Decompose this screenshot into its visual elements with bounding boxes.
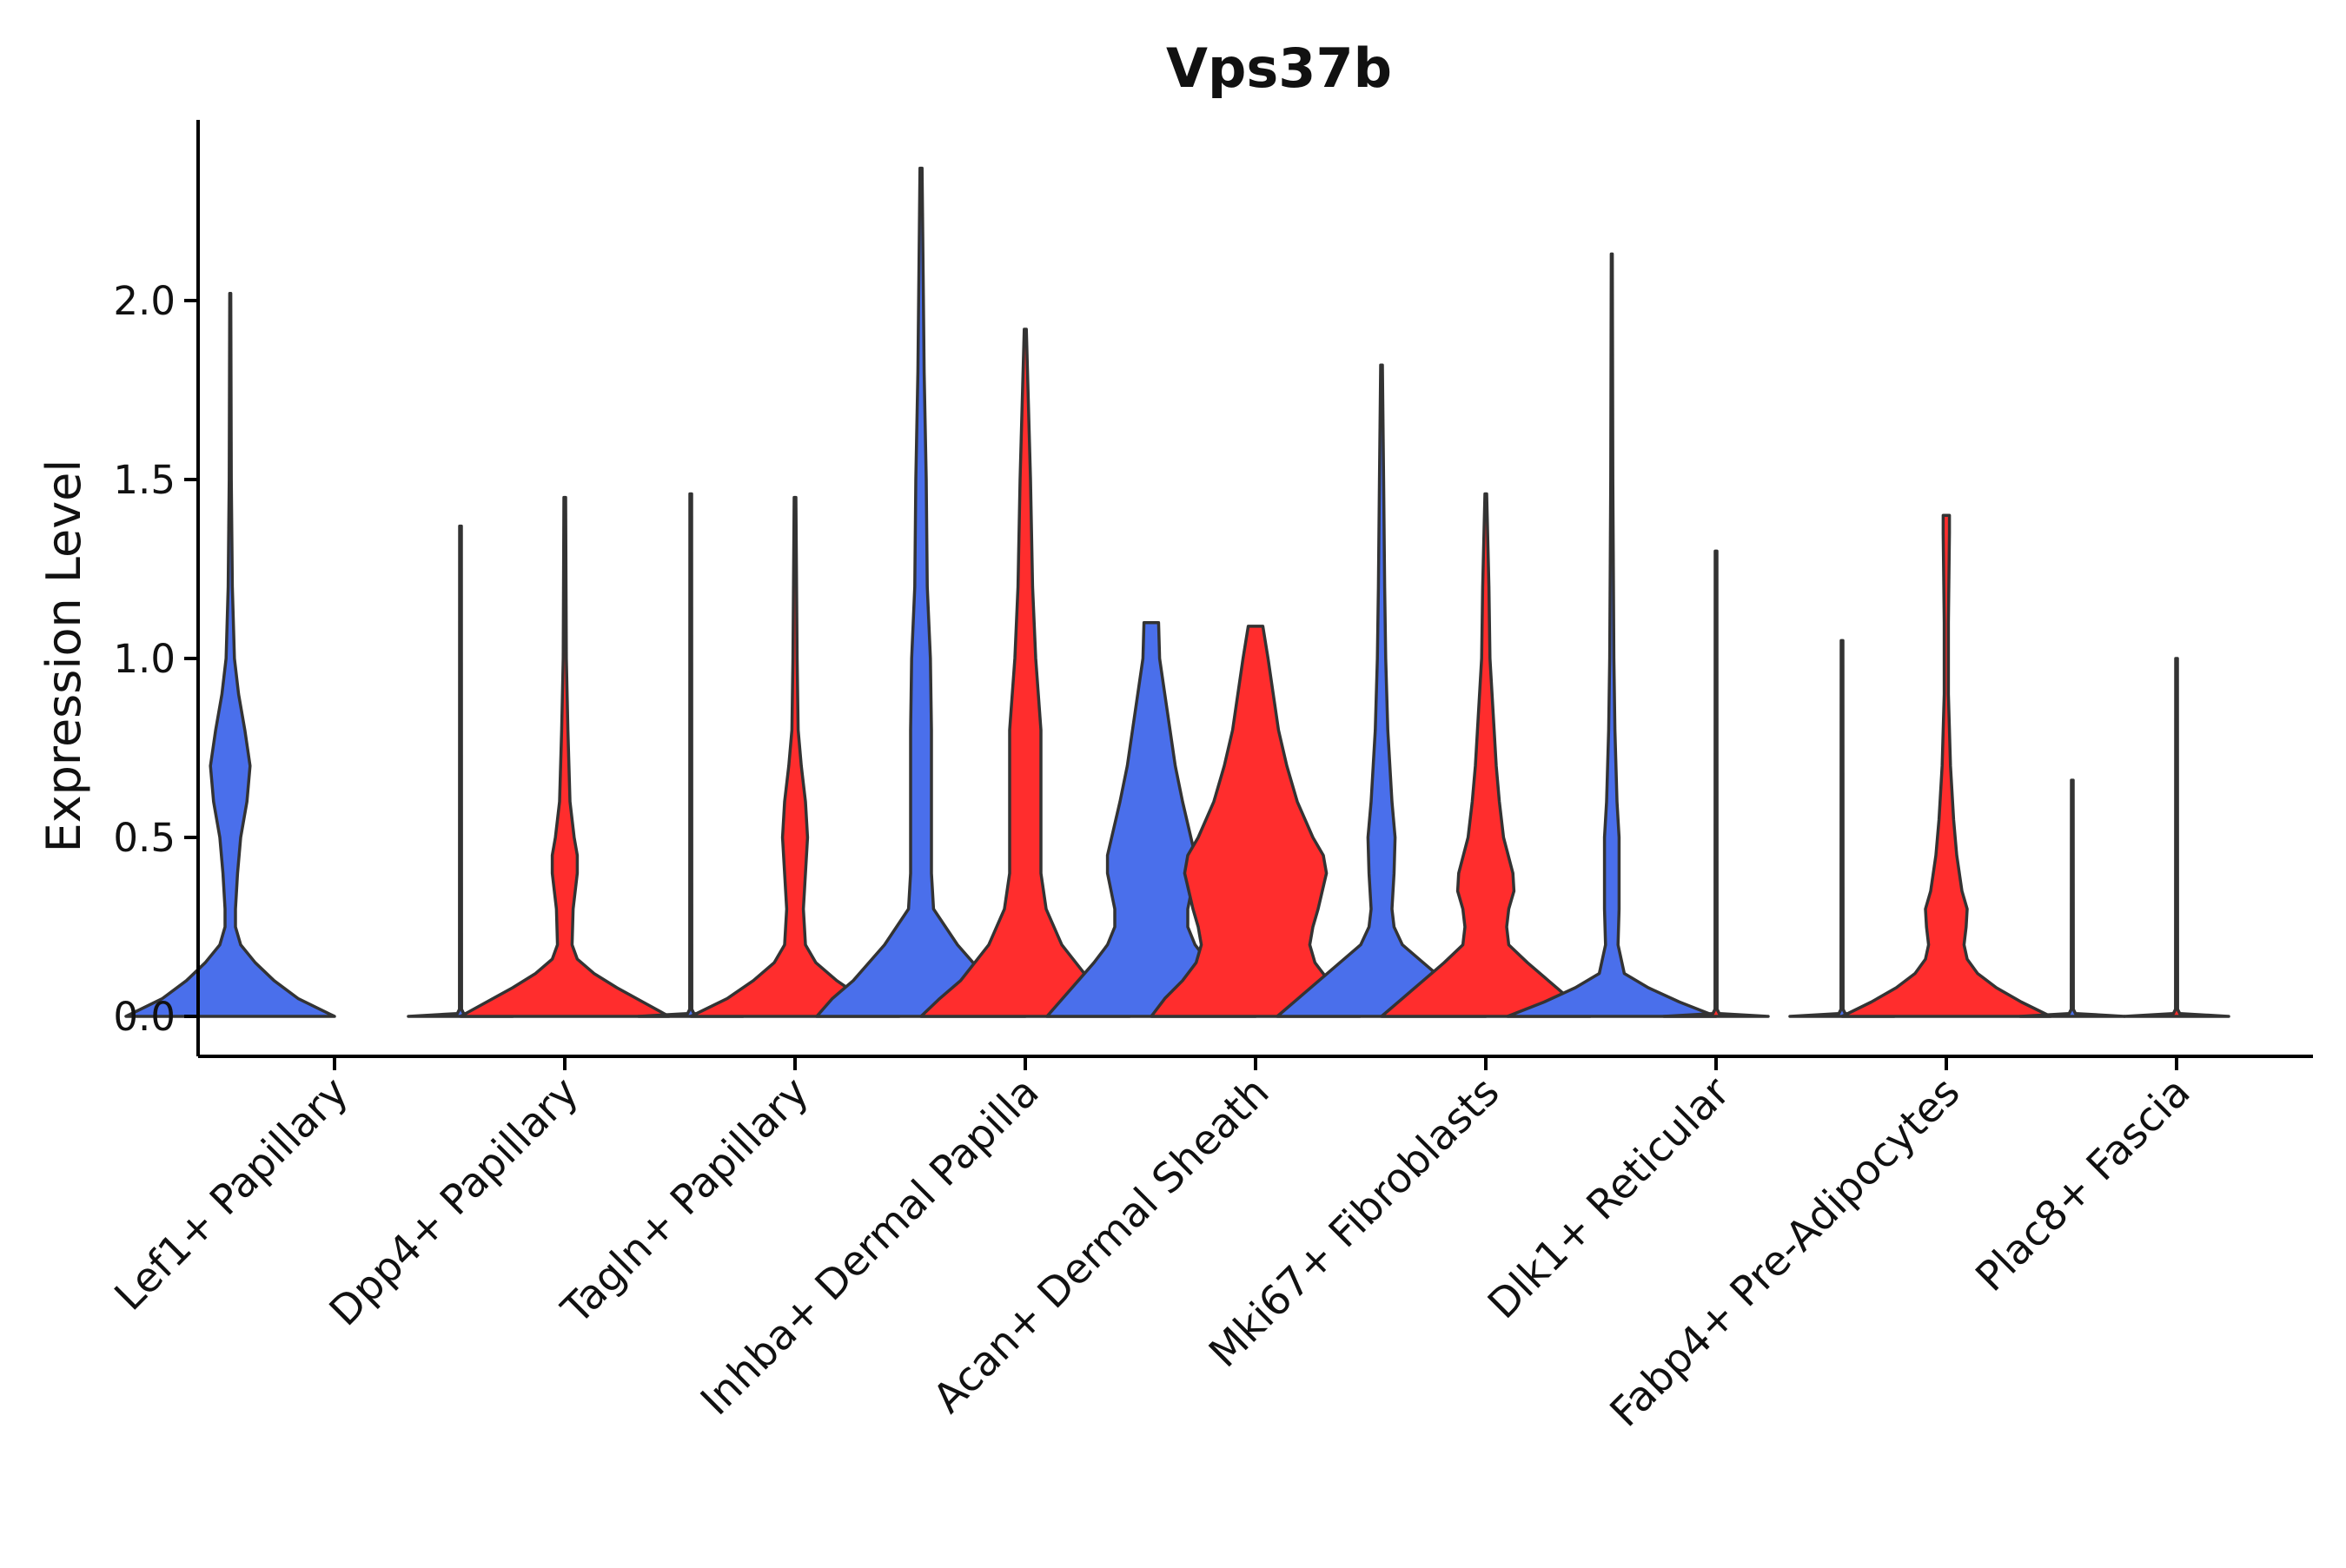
violin-lef1-papillary-blue <box>124 292 336 1018</box>
violin-mki67-fibroblasts-red <box>1380 492 1592 1018</box>
violin-acan-dermal-sheath-blue <box>1045 621 1257 1018</box>
violin-tagln-papillary-red <box>689 495 901 1018</box>
violin-dlk1-reticular-blue <box>1506 252 1718 1018</box>
violin-tagln-papillary-blue <box>637 492 745 1018</box>
violin-acan-dermal-sheath-red <box>1150 625 1362 1018</box>
x-tick-label-tagln-papillary: Tagln+ Papillary <box>553 1068 818 1334</box>
violin-fabp4-pre-adipocytes-red <box>1840 513 2052 1018</box>
y-ticks: 0.0 0.5 1.0 1.5 2.0 <box>113 278 198 1040</box>
violin-plac8-fascia-red <box>2123 657 2230 1018</box>
chart-title: Vps37b <box>1166 36 1392 100</box>
y-tick-label: 0.0 <box>113 994 176 1040</box>
violin-plac8-fascia-blue <box>2018 778 2126 1018</box>
x-tick-label-dlk1-reticular: Dlk1+ Reticular <box>1479 1068 1740 1328</box>
x-tick-label-lef1-papillary: Lef1+ Papillary <box>106 1068 358 1320</box>
violin-dlk1-reticular-red <box>1662 549 1770 1018</box>
violin-fabp4-pre-adipocytes-blue <box>1788 638 1896 1018</box>
violin-dpp4-papillary-red <box>459 495 671 1018</box>
x-tick-label-dpp4-papillary: Dpp4+ Papillary <box>321 1068 588 1336</box>
y-axis-label: Expression Level <box>36 460 91 853</box>
violin-inhba-dermal-papilla-red <box>919 327 1131 1018</box>
violin-dpp4-papillary-blue <box>407 524 514 1018</box>
x-tick-label-plac8-fascia: Plac8+ Fascia <box>1967 1068 2200 1301</box>
y-tick-label: 2.0 <box>113 278 176 324</box>
violin-inhba-dermal-papilla-blue <box>815 166 1027 1018</box>
y-tick-label: 0.5 <box>113 815 176 861</box>
violin-mki67-fibroblasts-blue <box>1276 363 1488 1018</box>
violins-layer <box>124 166 2230 1018</box>
y-tick-label: 1.5 <box>113 457 176 503</box>
y-tick-label: 1.0 <box>113 636 176 682</box>
